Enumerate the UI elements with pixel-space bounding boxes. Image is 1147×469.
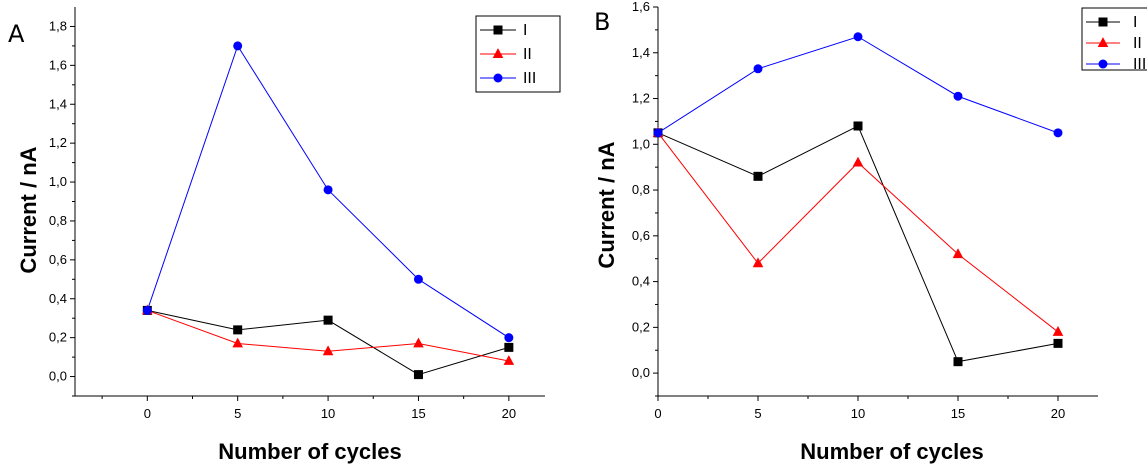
legend-marker-II [492, 48, 504, 58]
legend-marker-II [1097, 37, 1109, 47]
data-point-III [413, 274, 423, 284]
x-tick-label: 15 [411, 406, 425, 421]
legend-label-I: I [1133, 13, 1137, 31]
data-point-I [1053, 338, 1063, 348]
legend-marker-III [1098, 59, 1108, 69]
data-point-I [953, 357, 963, 367]
data-point-III [1053, 128, 1063, 138]
x-tick-label: 20 [502, 406, 516, 421]
y-tick-label: 1,6 [632, 0, 650, 14]
y-tick-label: 1,6 [49, 57, 67, 72]
y-tick-label: 1,2 [49, 135, 67, 150]
x-tick-label: 10 [851, 406, 865, 421]
y-tick-label: 1,4 [49, 96, 67, 111]
plot-area-a: 0,00,20,40,60,81,01,21,41,61,80 5 10 15 20II… [49, 7, 561, 421]
y-tick-label: 0,8 [632, 182, 650, 197]
y-tick-label: 1,0 [49, 174, 67, 189]
x-axis-label-b: Number of cycles [800, 439, 983, 464]
data-point-II [752, 257, 764, 268]
y-tick-label: 0,0 [49, 369, 67, 384]
data-point-I [233, 325, 243, 335]
y-tick-label: 0,4 [49, 291, 67, 306]
data-point-I [504, 342, 514, 352]
x-tick-label: 10 [321, 406, 335, 421]
y-tick-label: 1,8 [49, 18, 67, 33]
series-II [652, 126, 1064, 336]
data-point-I [753, 171, 763, 181]
data-point-II [952, 248, 964, 259]
data-point-II [1052, 326, 1064, 336]
panel-a: A Current / nA Number of cycles 0,0 0,2 0,… [8, 7, 561, 464]
y-tick-label: 0,2 [49, 330, 67, 345]
data-point-III [233, 41, 243, 51]
y-tick-label: 1,0 [632, 136, 650, 151]
legend-label-II: II [1133, 34, 1142, 52]
data-point-I [413, 370, 423, 380]
y-tick-label: 0,0 [632, 365, 650, 380]
legend-label-III: III [1133, 55, 1146, 73]
data-point-I [323, 315, 333, 325]
data-point-III [853, 32, 863, 42]
y-tick-label: 0,8 [49, 213, 67, 228]
plot-area-b: 0,00,20,40,60,81,01,21,41,60 5 10 15 20IIIII… [632, 0, 1147, 421]
data-point-III [953, 91, 963, 101]
y-tick-label: 0,4 [632, 274, 650, 289]
data-point-III [323, 185, 333, 195]
legend-marker-I [1098, 17, 1108, 27]
legend-marker-III [493, 73, 503, 83]
data-point-III [753, 64, 763, 74]
data-point-III [504, 333, 514, 343]
x-tick-label: 5 [754, 406, 761, 421]
x-tick-label: 0 [144, 406, 151, 421]
y-tick-label: 0,6 [49, 252, 67, 267]
panel-label-b: B [594, 8, 610, 36]
y-tick-label: 1,2 [632, 91, 650, 106]
y-tick-label: 0,6 [632, 228, 650, 243]
y-axis-label-b: Current / nA [594, 141, 619, 268]
series-I [142, 305, 514, 380]
x-axis-label-a: Number of cycles [218, 439, 401, 464]
y-tick-label: 1,4 [632, 45, 650, 60]
data-point-I [853, 121, 863, 131]
x-tick-label: 20 [1051, 406, 1065, 421]
data-point-II [413, 337, 424, 348]
series-III [142, 41, 514, 343]
x-tick-label: 0 [654, 406, 661, 421]
legend-box [1081, 7, 1147, 71]
data-point-III [142, 305, 152, 315]
legend-marker-I [493, 25, 503, 35]
series-line-III [657, 36, 1059, 134]
data-point-II [232, 337, 243, 348]
data-point-III [653, 128, 663, 138]
series-III [653, 32, 1063, 138]
series-II [142, 304, 515, 365]
panel-b: B Current / nA Number of cycles 0,0 0,2 0,… [594, 0, 1147, 464]
data-point-II [503, 355, 515, 365]
y-axis-label-a: Current / nA [16, 146, 41, 273]
x-tick-label: 15 [951, 406, 965, 421]
legend-label-II: II [523, 45, 532, 63]
y-tick-label: 0,2 [632, 319, 650, 334]
data-point-II [852, 156, 864, 167]
legend-label-III: III [523, 69, 536, 87]
legend-label-I: I [523, 21, 527, 39]
data-point-II [322, 345, 334, 356]
x-tick-label: 5 [234, 406, 241, 421]
panel-label-a: A [8, 20, 25, 48]
